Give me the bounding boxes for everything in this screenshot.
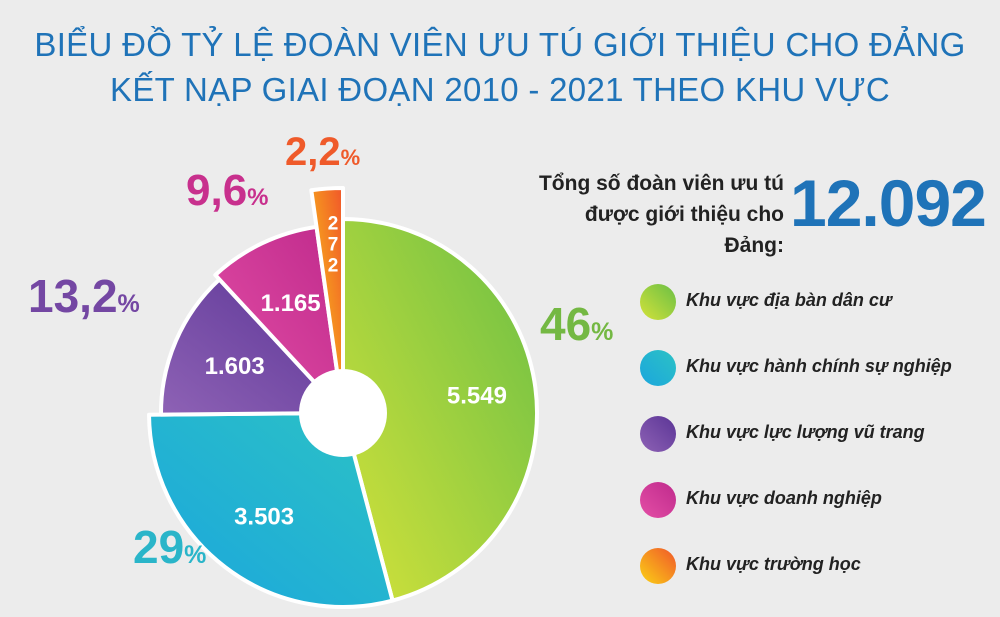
slice-khu-vuc-dia-ban-dan-cu (341, 217, 539, 603)
value-label-khu-vuc-hanh-chinh-su-nghiep: 3.503 (234, 503, 294, 530)
legend-swatch (640, 284, 676, 320)
total-label: Tổng số đoàn viên ưu tú được giới thiệu … (522, 168, 784, 261)
percent-label-khu-vuc-luc-luong-vu-trang: 13,2% (28, 270, 140, 322)
legend-swatch (640, 548, 676, 584)
legend-label: Khu vực hành chính sự nghiệp (686, 356, 952, 376)
value-label-khu-vuc-luc-luong-vu-trang: 1.603 (205, 353, 265, 380)
percent-label-khu-vuc-hanh-chinh-su-nghiep: 29% (133, 521, 206, 573)
legend-swatch (640, 350, 676, 386)
total-label-line-2: được giới thiệu cho Đảng: (584, 203, 784, 257)
total-label-line-1: Tổng số đoàn viên ưu tú (538, 172, 784, 195)
value-label-khu-vuc-doanh-nghiep: 1.165 (261, 290, 321, 317)
slice-khu-vuc-doanh-nghiep (213, 224, 345, 415)
legend-label: Khu vực trường học (686, 554, 861, 574)
donut-hole (299, 369, 387, 457)
legend-swatch (640, 482, 676, 518)
legend-label: Khu vực địa bàn dân cư (686, 290, 892, 310)
legend-swatch (640, 416, 676, 452)
slice-khu-vuc-hanh-chinh-su-nghiep (147, 411, 395, 609)
slice-khu-vuc-luc-luong-vu-trang (159, 277, 345, 417)
percent-label-khu-vuc-truong-hoc: 2,2% (285, 130, 360, 174)
percent-label-khu-vuc-doanh-nghiep: 9,6% (186, 166, 269, 215)
slice-khu-vuc-truong-hoc (309, 185, 345, 415)
chart-title: BIỂU ĐỒ TỶ LỆ ĐOÀN VIÊN ƯU TÚ GIỚI THIỆU… (0, 22, 1000, 112)
legend-label: Khu vực lực lượng vũ trang (686, 422, 925, 442)
chart-title-line-1: BIỂU ĐỒ TỶ LỆ ĐOÀN VIÊN ƯU TÚ GIỚI THIỆU… (34, 26, 966, 63)
percent-label-khu-vuc-dia-ban-dan-cu: 46% (540, 298, 613, 350)
total-value: 12.092 (790, 166, 987, 240)
legend-label: Khu vực doanh nghiệp (686, 488, 882, 508)
value-label-khu-vuc-dia-ban-dan-cu: 5.549 (447, 383, 507, 410)
chart-title-line-2: KẾT NẠP GIAI ĐOẠN 2010 - 2021 THEO KHU V… (110, 71, 890, 108)
